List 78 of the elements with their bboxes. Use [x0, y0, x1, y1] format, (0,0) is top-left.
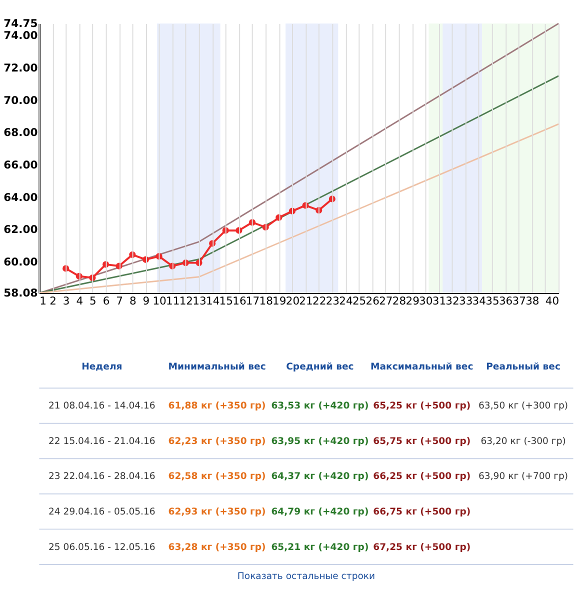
text: 24 29.04.16 - 05.05.16 [48, 506, 156, 518]
text: 62,23 кг (+350 гр) [168, 436, 266, 447]
y-tick-label: 60.00 [4, 255, 38, 268]
y-tick-label: 68.00 [4, 126, 38, 140]
y-tick-label: 70.00 [4, 94, 38, 107]
y-tick-label: 64.00 [4, 190, 38, 204]
x-tick-label: 10 [152, 294, 167, 308]
text: 66,75 кг (+500 гр) [373, 506, 471, 518]
x-tick-label: 1 [40, 294, 47, 308]
x-tick-label: 23 [326, 294, 340, 308]
x-tick-label: 16 [232, 294, 246, 308]
x-tick-label: 33 [458, 294, 473, 308]
category-label: Минимальный вес [168, 361, 266, 372]
y-tick-label: 58.08 [4, 286, 38, 300]
x-tick-label: 22 [312, 294, 326, 308]
x-tick-label: 34 [472, 294, 486, 308]
x-tick-label: 18 [259, 294, 274, 308]
x-tick-label: 11 [166, 294, 180, 308]
x-tick-label: 27 [379, 294, 393, 308]
y-tick-label: 72.00 [4, 61, 38, 74]
x-tick-label: 5 [90, 294, 96, 308]
x-tick-label: 30 [419, 294, 433, 308]
text: 63,95 кг (+420 гр) [271, 436, 369, 447]
x-tick-label: 9 [142, 294, 150, 308]
x-tick-label: 15 [219, 294, 233, 308]
y-tick-label: 74.00 [4, 29, 38, 42]
x-tick-label: 19 [272, 294, 286, 308]
x-tick-label: 32 [446, 294, 460, 308]
x-tick-label: 24 [339, 294, 353, 308]
text: 63,90 кг (+700 гр) [478, 471, 568, 482]
text: 66,25 кг (+500 гр) [373, 471, 471, 482]
x-tick-label: 6 [102, 294, 110, 308]
text: 65,21 кг (+420 гр) [271, 542, 369, 553]
text: 63,53 кг (+420 гр) [271, 400, 369, 412]
text: 21 08.04.16 - 14.04.16 [48, 400, 156, 412]
x-tick-label: 12 [179, 294, 194, 308]
text: 62,93 кг (+350 гр) [168, 506, 266, 518]
text: 25 06.05.16 - 12.05.16 [48, 542, 156, 553]
text: 63,20 кг (-300 гр) [480, 436, 566, 447]
x-tick-label: 31 [432, 294, 446, 308]
x-tick-label: 21 [299, 294, 313, 308]
x-tick-label: 4 [76, 294, 84, 308]
text: 65,25 кг (+500 гр) [373, 400, 471, 412]
text: 63,28 кг (+350 гр) [168, 542, 266, 553]
text: 61,88 кг (+350 гр) [168, 400, 266, 412]
x-tick-label: 2 [50, 294, 56, 308]
x-tick-label: 28 [392, 294, 406, 308]
y-tick-label: 66.00 [4, 158, 38, 172]
text: 67,25 кг (+500 гр) [373, 542, 471, 553]
x-tick-label: 14 [206, 294, 220, 308]
text: 23 22.04.16 - 28.04.16 [48, 471, 156, 482]
text: 63,50 кг (+300 гр) [478, 400, 568, 412]
x-tick-label: 37 [512, 294, 526, 308]
x-tick-label: 25 [352, 294, 366, 308]
category-label: Максимальный вес [370, 361, 474, 372]
x-tick-label: 8 [129, 294, 136, 308]
text: Показать остальные строки [237, 571, 376, 582]
x-tick-label: 17 [246, 294, 260, 308]
x-tick-label: 36 [498, 294, 513, 308]
x-tick-label: 7 [116, 294, 124, 308]
x-tick-label: 13 [192, 294, 206, 308]
x-tick-label: 40 [545, 294, 560, 308]
x-tick-label: 29 [406, 294, 420, 308]
y-tick-label: 74.75 [4, 16, 38, 30]
x-tick-label: 38 [526, 294, 540, 308]
text: 65,75 кг (+500 гр) [373, 436, 471, 447]
category-label: Реальный вес [486, 361, 560, 372]
x-tick-label: 35 [486, 294, 500, 308]
y-tick-label: 62.00 [4, 223, 38, 236]
text: 64,79 кг (+420 гр) [271, 506, 369, 518]
text: 64,37 кг (+420 гр) [271, 471, 369, 482]
text: 62,58 кг (+350 гр) [168, 471, 266, 482]
text: 22 15.04.16 - 21.04.16 [48, 436, 156, 447]
x-tick-label: 3 [62, 294, 70, 308]
category-label: Средний вес [286, 361, 354, 372]
category-label: Неделя [82, 361, 122, 372]
x-tick-label: 20 [286, 294, 300, 308]
x-tick-label: 26 [366, 294, 380, 308]
